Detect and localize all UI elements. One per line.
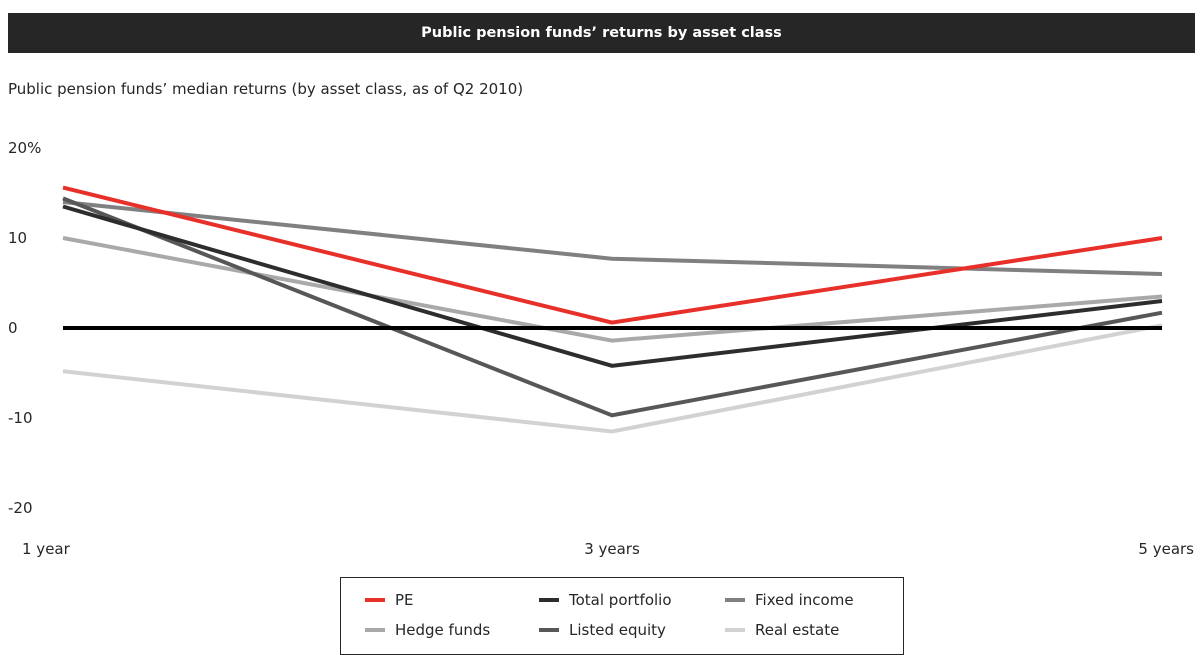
series-line-fixed-income <box>62 200 1163 276</box>
legend-item: PE <box>365 591 414 609</box>
y-tick-label: 0 <box>8 319 18 337</box>
legend-label: Hedge funds <box>395 621 491 639</box>
y-tick-label: 10 <box>8 229 27 247</box>
legend: PE Total portfolio Fixed income Hedge funds… <box>340 577 904 655</box>
legend-label: Fixed income <box>755 591 854 609</box>
legend-item: Hedge funds <box>365 621 490 639</box>
legend-swatch <box>539 628 559 632</box>
legend-label: Listed equity <box>569 621 666 639</box>
legend-label: Real estate <box>755 621 840 639</box>
chart-title-bar: Public pension funds’ returns by asset c… <box>8 13 1195 53</box>
legend-swatch <box>365 628 385 632</box>
y-tick-label: -10 <box>8 409 33 427</box>
y-tick-label: 20% <box>8 139 41 157</box>
x-tick-label: 5 years <box>1138 540 1194 558</box>
series-line-pe <box>62 185 1163 325</box>
legend-swatch <box>365 598 385 602</box>
legend-label: Total portfolio <box>569 591 672 609</box>
series-line-real-estate <box>62 323 1163 434</box>
x-axis-tick-labels: 1 year 3 years 5 years <box>22 540 1194 558</box>
legend-label: PE <box>395 591 414 609</box>
legend-item: Total portfolio <box>539 591 672 609</box>
legend-item: Listed equity <box>539 621 666 639</box>
chart-subtitle: Public pension funds’ median returns (by… <box>8 80 524 98</box>
legend-swatch <box>725 598 745 602</box>
legend-item: Real estate <box>725 621 839 639</box>
chart-title: Public pension funds’ returns by asset c… <box>421 25 782 41</box>
series-lines <box>62 185 1163 434</box>
x-tick-label: 3 years <box>584 540 640 558</box>
y-tick-label: -20 <box>8 499 33 517</box>
series-line-listed-equity <box>62 196 1163 418</box>
legend-swatch <box>539 598 559 602</box>
legend-item: Fixed income <box>725 591 854 609</box>
x-tick-label: 1 year <box>22 540 71 558</box>
series-line-total-portfolio <box>62 204 1163 368</box>
y-axis-tick-labels: 20% 10 0 -10 -20 <box>8 139 41 517</box>
legend-swatch <box>725 628 745 632</box>
